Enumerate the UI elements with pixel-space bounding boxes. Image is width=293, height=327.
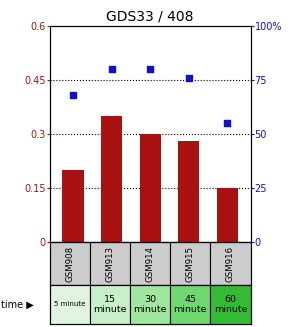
- Text: GSM908: GSM908: [65, 245, 74, 282]
- Text: time ▶: time ▶: [1, 300, 34, 309]
- Text: 45
minute: 45 minute: [173, 295, 207, 314]
- Bar: [217, 188, 238, 242]
- Text: 30
minute: 30 minute: [133, 295, 167, 314]
- Point: [186, 75, 191, 80]
- Bar: [50, 242, 90, 285]
- Text: 15
minute: 15 minute: [93, 295, 127, 314]
- Bar: [170, 242, 210, 285]
- Bar: [101, 116, 122, 242]
- Text: 60
minute: 60 minute: [214, 295, 247, 314]
- Point: [225, 121, 230, 126]
- Bar: [50, 285, 90, 324]
- Title: GDS33 / 408: GDS33 / 408: [106, 9, 194, 24]
- Bar: [90, 242, 130, 285]
- Text: GSM915: GSM915: [186, 245, 195, 282]
- Text: GSM916: GSM916: [226, 245, 235, 282]
- Bar: [210, 285, 251, 324]
- Bar: [130, 242, 170, 285]
- Bar: [130, 285, 170, 324]
- Text: 5 minute: 5 minute: [54, 301, 86, 307]
- Point: [148, 67, 153, 72]
- Point: [71, 93, 75, 98]
- Text: GSM914: GSM914: [146, 245, 155, 282]
- Bar: [178, 141, 199, 242]
- Bar: [62, 170, 84, 242]
- Point: [109, 67, 114, 72]
- Bar: [90, 285, 130, 324]
- Bar: [170, 285, 210, 324]
- Bar: [210, 242, 251, 285]
- Text: GSM913: GSM913: [105, 245, 115, 282]
- Bar: [139, 134, 161, 242]
